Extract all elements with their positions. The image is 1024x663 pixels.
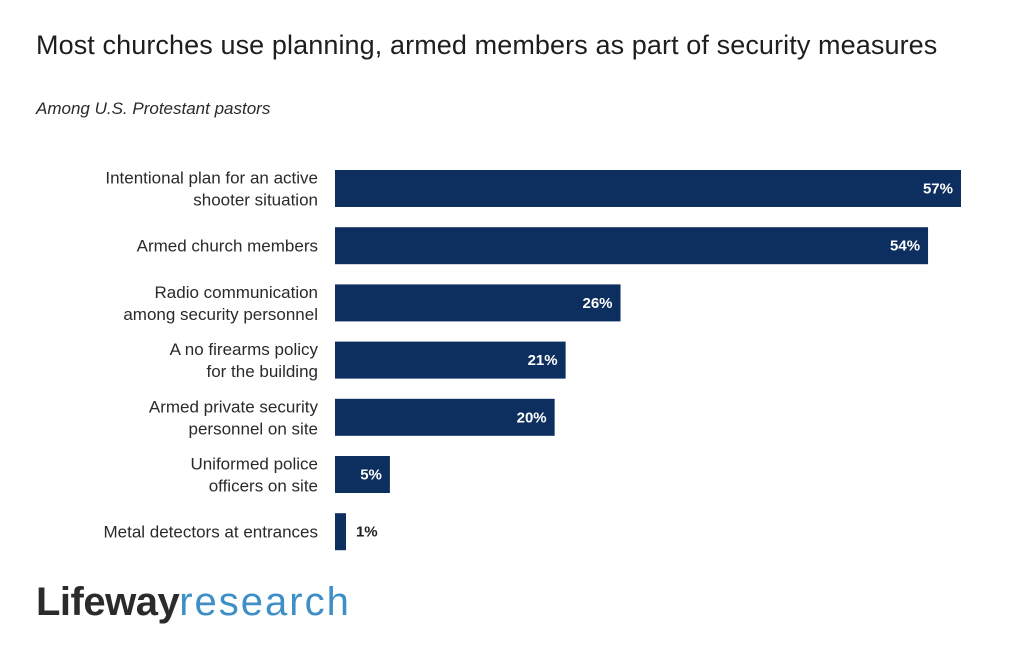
chart-title: Most churches use planning, armed member… (36, 30, 938, 60)
category-label: for the building (206, 362, 318, 381)
category-label: Radio communication (155, 283, 318, 302)
bar (335, 398, 555, 436)
value-label: 54% (890, 238, 920, 255)
logo-word-lifeway: Lifeway (36, 580, 180, 624)
category-label: officers on site (209, 477, 318, 496)
category-label: Armed private security (149, 397, 319, 416)
category-label: among security personnel (123, 305, 318, 324)
bar (335, 284, 621, 322)
category-label: Metal detectors at entrances (103, 523, 318, 542)
category-label: personnel on site (189, 419, 318, 438)
bar (335, 456, 390, 493)
value-label: 5% (360, 467, 382, 484)
bar (335, 513, 346, 551)
chart-subtitle: Among U.S. Protestant pastors (36, 99, 271, 118)
value-label: 21% (528, 352, 558, 369)
category-label: Uniformed police (190, 455, 318, 474)
value-label: 1% (356, 524, 378, 541)
category-label: A no firearms policy (170, 340, 319, 359)
bar (335, 170, 961, 207)
lifeway-research-logo: Lifewayresearch (36, 582, 351, 622)
bar (335, 227, 929, 265)
category-label: Armed church members (137, 237, 318, 256)
value-label: 26% (583, 295, 613, 312)
bar (335, 341, 566, 379)
category-label: Intentional plan for an active (105, 169, 318, 188)
value-label: 20% (517, 409, 547, 426)
logo-word-research: research (179, 580, 351, 624)
category-label: shooter situation (193, 191, 318, 210)
value-label: 57% (923, 181, 953, 198)
